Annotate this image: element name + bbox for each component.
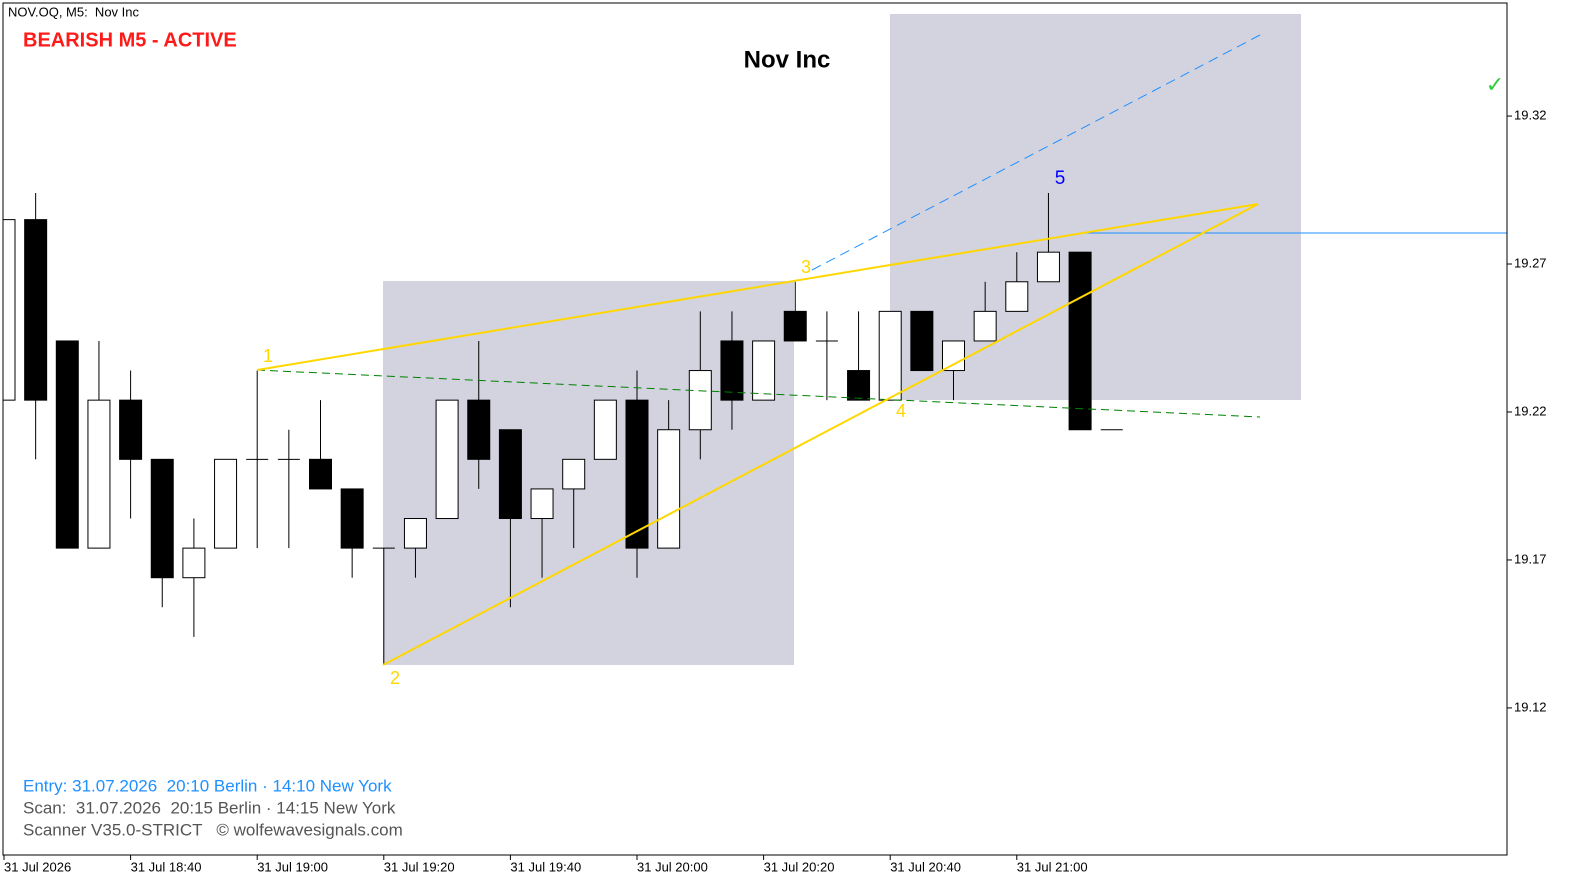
x-tick-label: 31 Jul 19:20 [384, 859, 455, 874]
candle-body [847, 370, 871, 401]
status: BEARISH M5 - ACTIVE [23, 29, 237, 51]
wave-label: 1 [263, 346, 273, 366]
candle-body [688, 370, 712, 431]
candle-body [309, 458, 332, 490]
candle-body [119, 399, 143, 460]
candle-body [752, 340, 776, 401]
candle-body [498, 429, 522, 520]
chart-title: Nov Inc [744, 46, 831, 73]
target-line [811, 34, 1261, 271]
x-tick-label: 31 Jul 20:20 [764, 859, 835, 874]
x-tick-label: 31 Jul 20:40 [890, 859, 961, 874]
wave-label: 4 [896, 401, 906, 421]
candle-body [720, 340, 744, 401]
candle-body [973, 310, 997, 342]
candle-body [530, 488, 554, 520]
x-tick-label: 31 Jul 2026 [4, 859, 71, 874]
candle-body [1036, 251, 1060, 283]
candle-body [657, 429, 681, 549]
candle-body [182, 547, 206, 579]
candle-body [625, 399, 649, 549]
candle-body [562, 458, 586, 490]
candle-body [783, 310, 807, 342]
line-1-4 [256, 369, 1261, 418]
candles [3, 192, 1123, 664]
candle-body [910, 310, 934, 372]
candle-body [55, 340, 79, 549]
wolfe-lines [256, 203, 1259, 666]
candle-body [593, 399, 617, 460]
candle-body [878, 310, 902, 401]
y-tick-label: 19.27 [1514, 255, 1547, 270]
x-tick-label: 31 Jul 19:00 [257, 859, 328, 874]
x-tick-label: 31 Jul 19:40 [510, 859, 581, 874]
y-tick-label: 19.22 [1514, 403, 1547, 418]
y-tick-label: 19.32 [1514, 107, 1547, 122]
wave-label: 5 [1055, 168, 1066, 189]
x-tick-label: 31 Jul 18:40 [131, 859, 202, 874]
candle-body [3, 219, 16, 401]
candle-body [214, 458, 238, 549]
candle-body [24, 219, 48, 401]
y-tick-label: 19.12 [1514, 699, 1547, 714]
candle-body [1068, 251, 1092, 431]
candle-body [87, 399, 111, 549]
candle-body [150, 458, 174, 579]
plot-frame [2, 2, 1508, 856]
candle-body [1005, 281, 1029, 312]
candle-body [467, 399, 491, 460]
candle-body [435, 399, 459, 520]
scanner-info: Scanner V35.0-STRICT © wolfewavesignals.… [23, 820, 403, 839]
candle-body [340, 488, 364, 549]
candle-body [942, 340, 965, 372]
x-tick-label: 31 Jul 20:00 [637, 859, 708, 874]
check-mark: ✓ [1486, 72, 1504, 97]
scan-info: Scan: 31.07.2026 20:15 Berlin · 14:15 Ne… [23, 798, 396, 817]
symbol: NOV.OQ, M5: Nov Inc [8, 4, 140, 19]
x-tick-label: 31 Jul 21:00 [1017, 859, 1088, 874]
candle-body [403, 518, 427, 549]
y-tick-label: 19.17 [1514, 551, 1547, 566]
wave-label: 2 [390, 668, 400, 688]
wave-label: 3 [801, 257, 811, 277]
entry-info: Entry: 31.07.2026 20:10 Berlin · 14:10 N… [23, 776, 392, 795]
target-box [890, 14, 1301, 400]
